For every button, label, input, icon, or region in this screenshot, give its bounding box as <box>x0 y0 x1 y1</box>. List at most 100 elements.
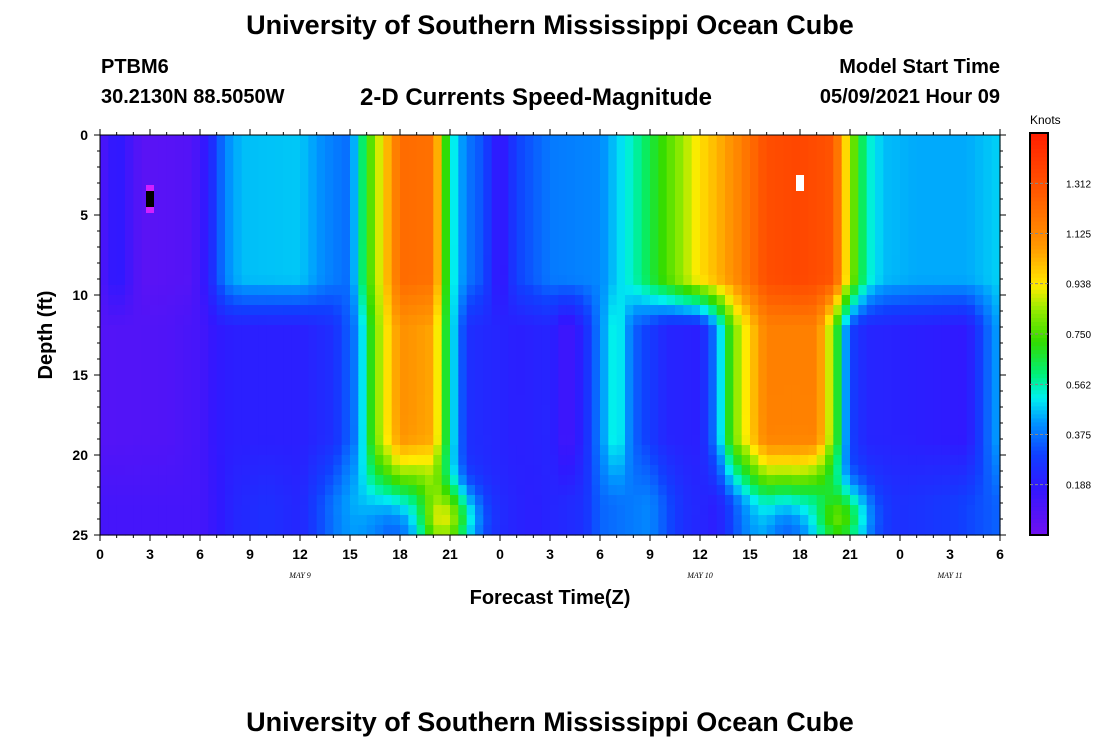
heatmap-cell <box>266 185 276 196</box>
heatmap-cell <box>575 235 584 246</box>
heatmap-cell <box>341 375 351 386</box>
heatmap-cell <box>833 345 843 356</box>
heatmap-cell <box>825 245 834 256</box>
heatmap-cell <box>250 275 259 286</box>
heatmap-cell <box>666 395 676 406</box>
heatmap-cell <box>158 315 168 326</box>
heatmap-cell <box>183 345 193 356</box>
heatmap-cell <box>816 315 826 326</box>
heatmap-cell <box>400 235 409 246</box>
heatmap-cell <box>700 245 709 256</box>
heatmap-cell <box>991 295 1001 306</box>
heatmap-cell <box>925 295 934 306</box>
heatmap-cell <box>716 265 726 276</box>
heatmap-cell <box>708 485 718 496</box>
heatmap-cell <box>141 355 151 366</box>
heatmap-cell <box>858 445 868 456</box>
heatmap-cell <box>608 355 618 366</box>
heatmap-cell <box>341 225 351 236</box>
heatmap-cell <box>366 145 376 156</box>
heatmap-cell <box>466 275 476 286</box>
colorbar-swatch <box>1030 301 1048 307</box>
heatmap-cell <box>883 435 893 446</box>
heatmap-cell <box>341 245 351 256</box>
heatmap-cell <box>850 455 859 466</box>
heatmap-cell <box>358 155 368 166</box>
heatmap-cell <box>933 525 943 536</box>
heatmap-cell <box>741 325 751 336</box>
heatmap-cell <box>741 135 751 146</box>
heatmap-cell <box>516 265 526 276</box>
heatmap-cell <box>791 315 801 326</box>
heatmap-cell <box>891 255 901 266</box>
heatmap-cell <box>433 305 443 316</box>
heatmap-cell <box>816 525 826 536</box>
heatmap-cell <box>383 345 393 356</box>
heatmap-cell <box>175 255 184 266</box>
heatmap-cell <box>491 325 501 336</box>
heatmap-cell <box>500 215 509 226</box>
heatmap-cell <box>233 415 243 426</box>
heatmap-cell <box>175 525 184 536</box>
colorbar-swatch <box>1030 169 1048 174</box>
heatmap-cell <box>300 415 309 426</box>
heatmap-cell <box>716 445 726 456</box>
heatmap-cell <box>991 495 1001 506</box>
heatmap-cell <box>933 215 943 226</box>
heatmap-cell <box>883 235 893 246</box>
heatmap-cell <box>916 305 926 316</box>
heatmap-cell <box>608 275 618 286</box>
heatmap-cell <box>866 205 876 216</box>
heatmap-cell <box>716 355 726 366</box>
heatmap-cell <box>608 295 618 306</box>
heatmap-cell <box>466 505 476 516</box>
heatmap-cell <box>108 155 118 166</box>
heatmap-cell <box>691 195 701 206</box>
heatmap-cell <box>591 435 601 446</box>
heatmap-cell <box>958 475 968 486</box>
heatmap-cell <box>250 465 259 476</box>
heatmap-cell <box>975 235 984 246</box>
heatmap-cell <box>433 445 443 456</box>
heatmap-cell <box>958 215 968 226</box>
heatmap-cell <box>666 255 676 266</box>
heatmap-cell <box>725 355 734 366</box>
heatmap-cell <box>208 265 218 276</box>
y-tick-label: 5 <box>80 207 88 223</box>
heatmap-cell <box>516 405 526 416</box>
heatmap-cell <box>758 505 768 516</box>
heatmap-cell <box>191 425 201 436</box>
heatmap-cell <box>533 245 543 256</box>
heatmap-cell <box>275 235 284 246</box>
heatmap-cell <box>733 365 743 376</box>
heatmap-cell <box>350 265 359 276</box>
heatmap-cell <box>983 215 993 226</box>
heatmap-cell <box>966 395 976 406</box>
heatmap-cell <box>775 365 784 376</box>
heatmap-cell <box>166 485 176 496</box>
heatmap-cell <box>983 375 993 386</box>
heatmap-cell <box>741 445 751 456</box>
heatmap-cell <box>958 445 968 456</box>
heatmap-cell <box>925 305 934 316</box>
heatmap-cell <box>308 155 318 166</box>
heatmap-cell <box>783 375 793 386</box>
heatmap-cell <box>400 385 409 396</box>
heatmap-cell <box>308 345 318 356</box>
heatmap-cell <box>100 325 109 336</box>
heatmap-cell <box>575 325 584 336</box>
heatmap-cell <box>633 425 643 436</box>
heatmap-cell <box>375 175 384 186</box>
heatmap-cell <box>566 505 576 516</box>
heatmap-cell <box>700 205 709 216</box>
heatmap-cell <box>591 425 601 436</box>
heatmap-cell <box>441 335 451 346</box>
heatmap-cell <box>500 285 509 296</box>
heatmap-cell <box>125 475 134 486</box>
heatmap-cell <box>458 265 468 276</box>
heatmap-cell <box>416 335 426 346</box>
heatmap-cell <box>883 465 893 476</box>
heatmap-cell <box>316 315 326 326</box>
heatmap-cell <box>266 525 276 536</box>
heatmap-cell <box>658 375 668 386</box>
